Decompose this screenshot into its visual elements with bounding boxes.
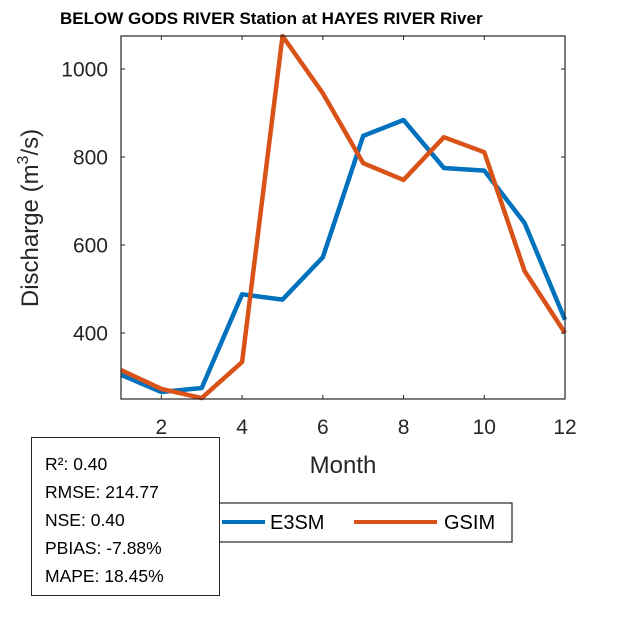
series-line-gsim — [120, 34, 567, 401]
stat-r2: R²: 0.40 — [45, 454, 108, 474]
stat-mape: MAPE: 18.45% — [45, 566, 164, 586]
legend-label-gsim: GSIM — [444, 512, 495, 534]
axes-box — [120, 35, 566, 400]
x-tick-label: 8 — [398, 416, 410, 439]
y-axis-label-main: Discharge (m — [17, 164, 44, 307]
y-axis-label: Discharge (m3/s) — [15, 129, 44, 307]
x-axis-ticks: 2 4 6 8 10 12 — [156, 36, 577, 439]
stat-nse: NSE: 0.40 — [45, 510, 125, 530]
stat-rmse: RMSE: 214.77 — [45, 482, 159, 502]
x-tick-label: 12 — [553, 416, 576, 439]
x-tick-label: 10 — [473, 416, 496, 439]
legend-label-e3sm: E3SM — [270, 512, 324, 534]
y-tick-label: 800 — [73, 147, 108, 170]
y-tick-label: 600 — [73, 235, 108, 258]
y-axis-ticks: 400 600 800 1000 — [61, 59, 565, 346]
plot-area — [121, 36, 565, 399]
plot-background — [121, 36, 565, 399]
x-tick-label: 2 — [156, 416, 168, 439]
stat-pbias: PBIAS: -7.88% — [45, 538, 162, 558]
y-axis-label-superscript: 3 — [15, 155, 32, 164]
y-axis-label-suffix: /s) — [17, 129, 44, 156]
axes-layer — [120, 35, 566, 400]
y-tick-label: 1000 — [61, 59, 108, 82]
chart-title: BELOW GODS RIVER Station at HAYES RIVER … — [60, 9, 483, 28]
x-axis-label: Month — [310, 452, 377, 479]
stats-annotation-box: R²: 0.40 RMSE: 214.77 NSE: 0.40 PBIAS: -… — [31, 437, 220, 596]
y-tick-label: 400 — [73, 323, 108, 346]
x-tick-label: 4 — [236, 416, 248, 439]
series-layer — [120, 34, 567, 401]
x-tick-label: 6 — [317, 416, 329, 439]
series-line-e3sm — [120, 117, 567, 395]
legend: E3SM GSIM — [199, 502, 513, 543]
